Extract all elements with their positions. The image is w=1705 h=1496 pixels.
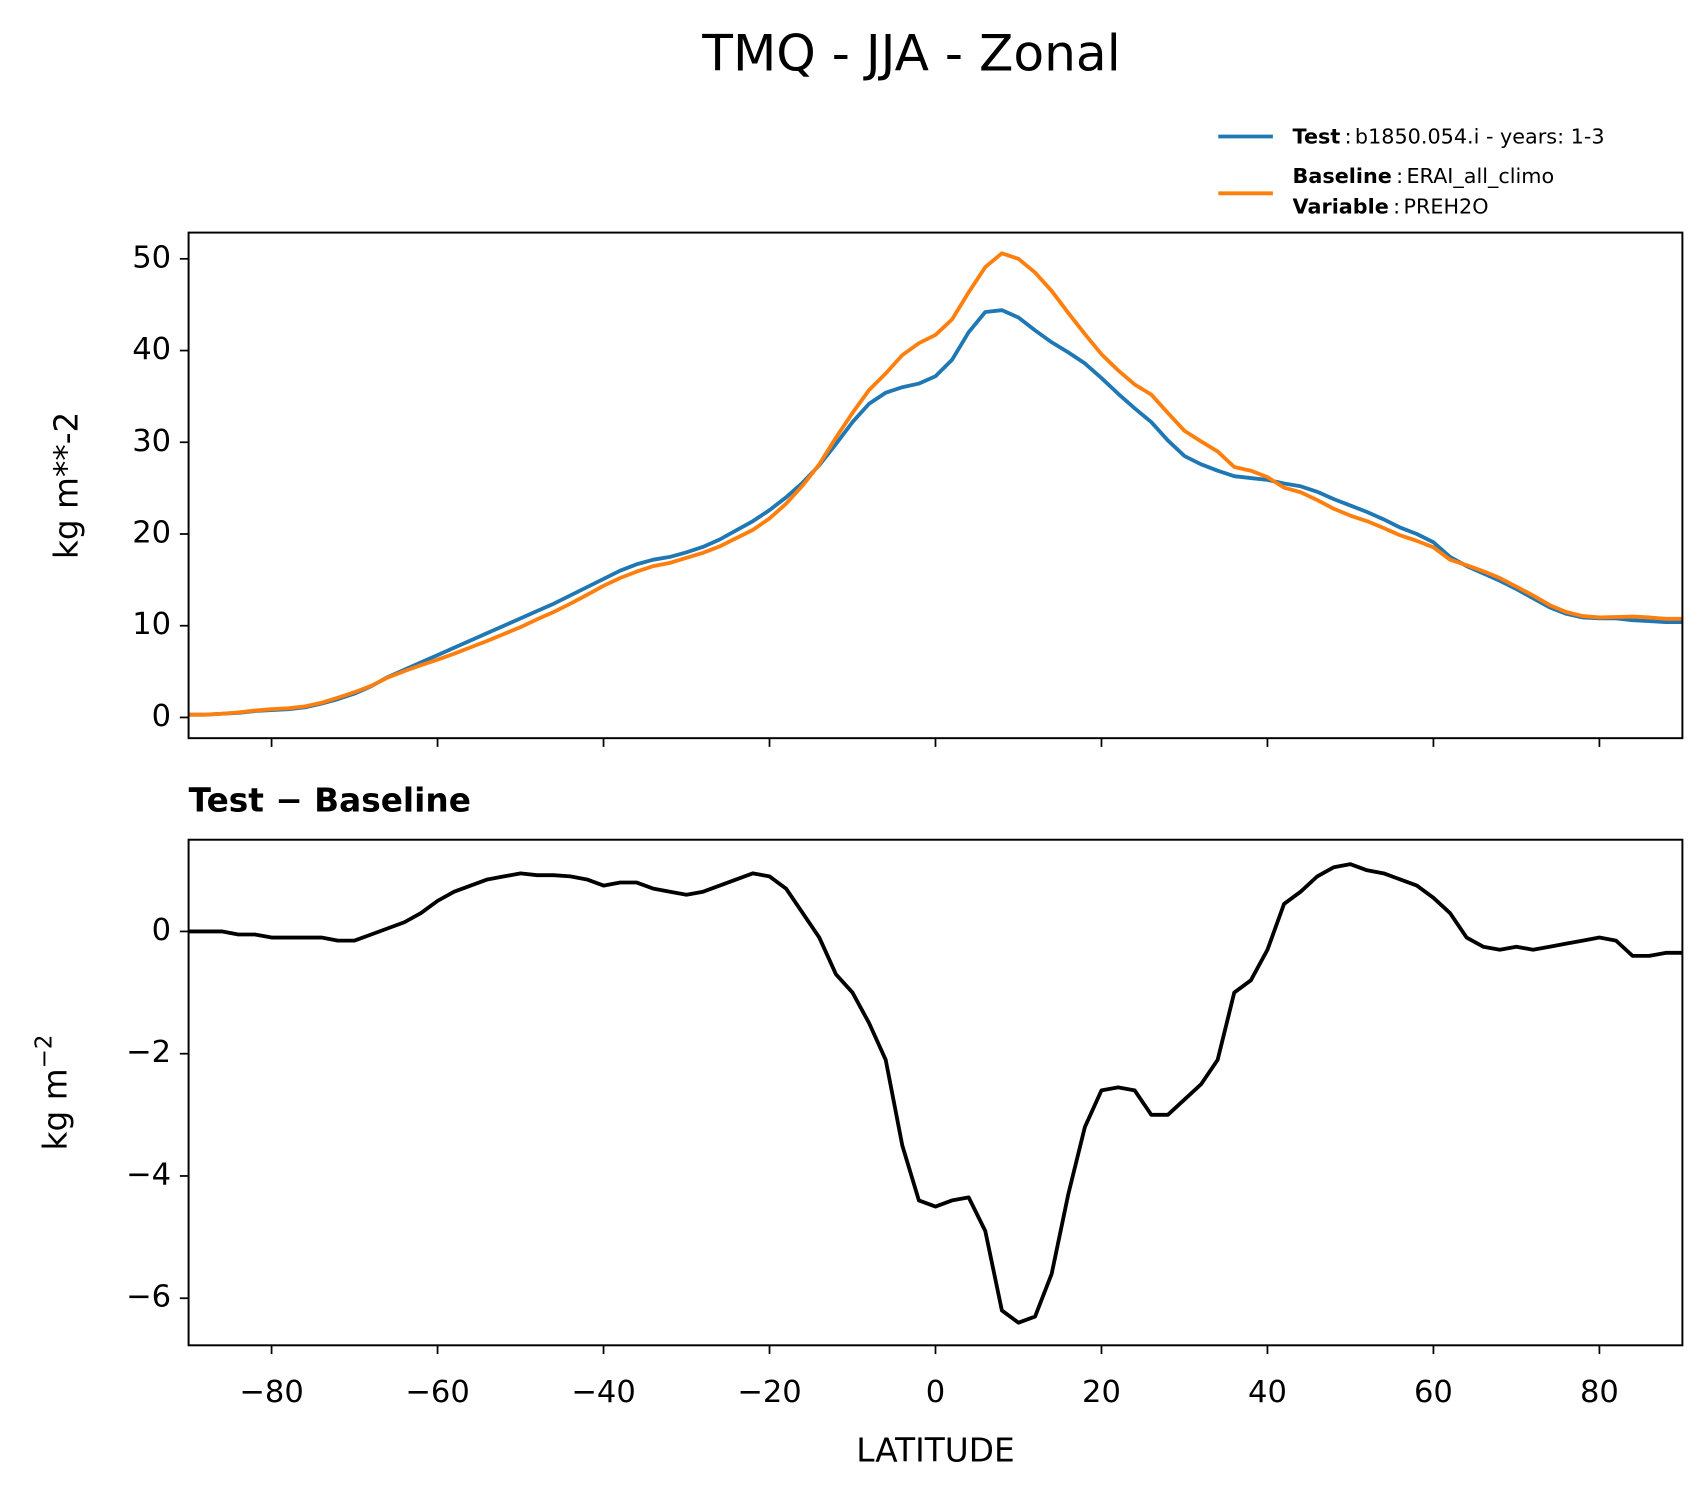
axes-frame <box>187 231 1684 740</box>
x-tick-label: 60 <box>1414 1375 1453 1410</box>
legend-label: Test <box>1293 125 1341 149</box>
legend-text: Variable: PREH2O <box>1293 194 1489 218</box>
x-axis-label: LATITUDE <box>856 1431 1014 1469</box>
data-line <box>188 308 1683 717</box>
y-tick-label: 0 <box>152 913 171 948</box>
y-tick-label: 30 <box>132 424 171 459</box>
x-tick-label: 40 <box>1248 1375 1287 1410</box>
y-axis-label-sup: −2 <box>31 1035 57 1069</box>
x-tick-label: 20 <box>1082 1375 1121 1410</box>
y-tick-label: −4 <box>126 1157 171 1192</box>
y-tick-label: 50 <box>132 240 171 275</box>
y-axis-label-text: kg m <box>37 1068 75 1150</box>
x-tick-label: 0 <box>926 1375 945 1410</box>
y-axis-label-text: kg m**-2 <box>47 412 85 559</box>
y-axis-label: kg m**-2 <box>47 412 85 559</box>
x-tick-label: −60 <box>405 1375 470 1410</box>
data-line <box>188 251 1683 717</box>
legend-label: Baseline <box>1293 164 1392 188</box>
legend-text: Test: b1850.054.i - years: 1-3 <box>1293 125 1605 149</box>
y-tick-label: −6 <box>126 1280 171 1315</box>
legend-label: Variable <box>1293 194 1389 218</box>
x-tick-label: −40 <box>571 1375 636 1410</box>
data-line <box>188 862 1683 1325</box>
y-tick-label: 40 <box>132 332 171 367</box>
y-tick-label: 10 <box>132 607 171 642</box>
axes-title: Test − Baseline <box>189 782 471 820</box>
legend-separator: : <box>1345 125 1352 149</box>
x-tick-label: −20 <box>737 1375 801 1410</box>
y-axis-label: kg m−2 <box>31 1035 75 1151</box>
y-tick-label: 0 <box>152 699 171 734</box>
figure-title: TMQ - JJA - Zonal <box>701 23 1120 82</box>
legend-separator: : <box>1396 164 1403 188</box>
legend-detail: ERAI_all_climo <box>1406 164 1554 189</box>
legend-detail: b1850.054.i - years: 1-3 <box>1355 125 1605 149</box>
y-tick-label: −2 <box>126 1035 171 1070</box>
legend-detail: PREH2O <box>1403 194 1488 218</box>
legend-text: Baseline: ERAI_all_climo <box>1293 164 1555 189</box>
y-tick-label: 20 <box>132 515 171 550</box>
axes-frame <box>187 838 1684 1347</box>
x-tick-label: −80 <box>239 1375 304 1410</box>
legend-separator: : <box>1393 194 1400 218</box>
x-tick-label: 80 <box>1580 1375 1619 1410</box>
